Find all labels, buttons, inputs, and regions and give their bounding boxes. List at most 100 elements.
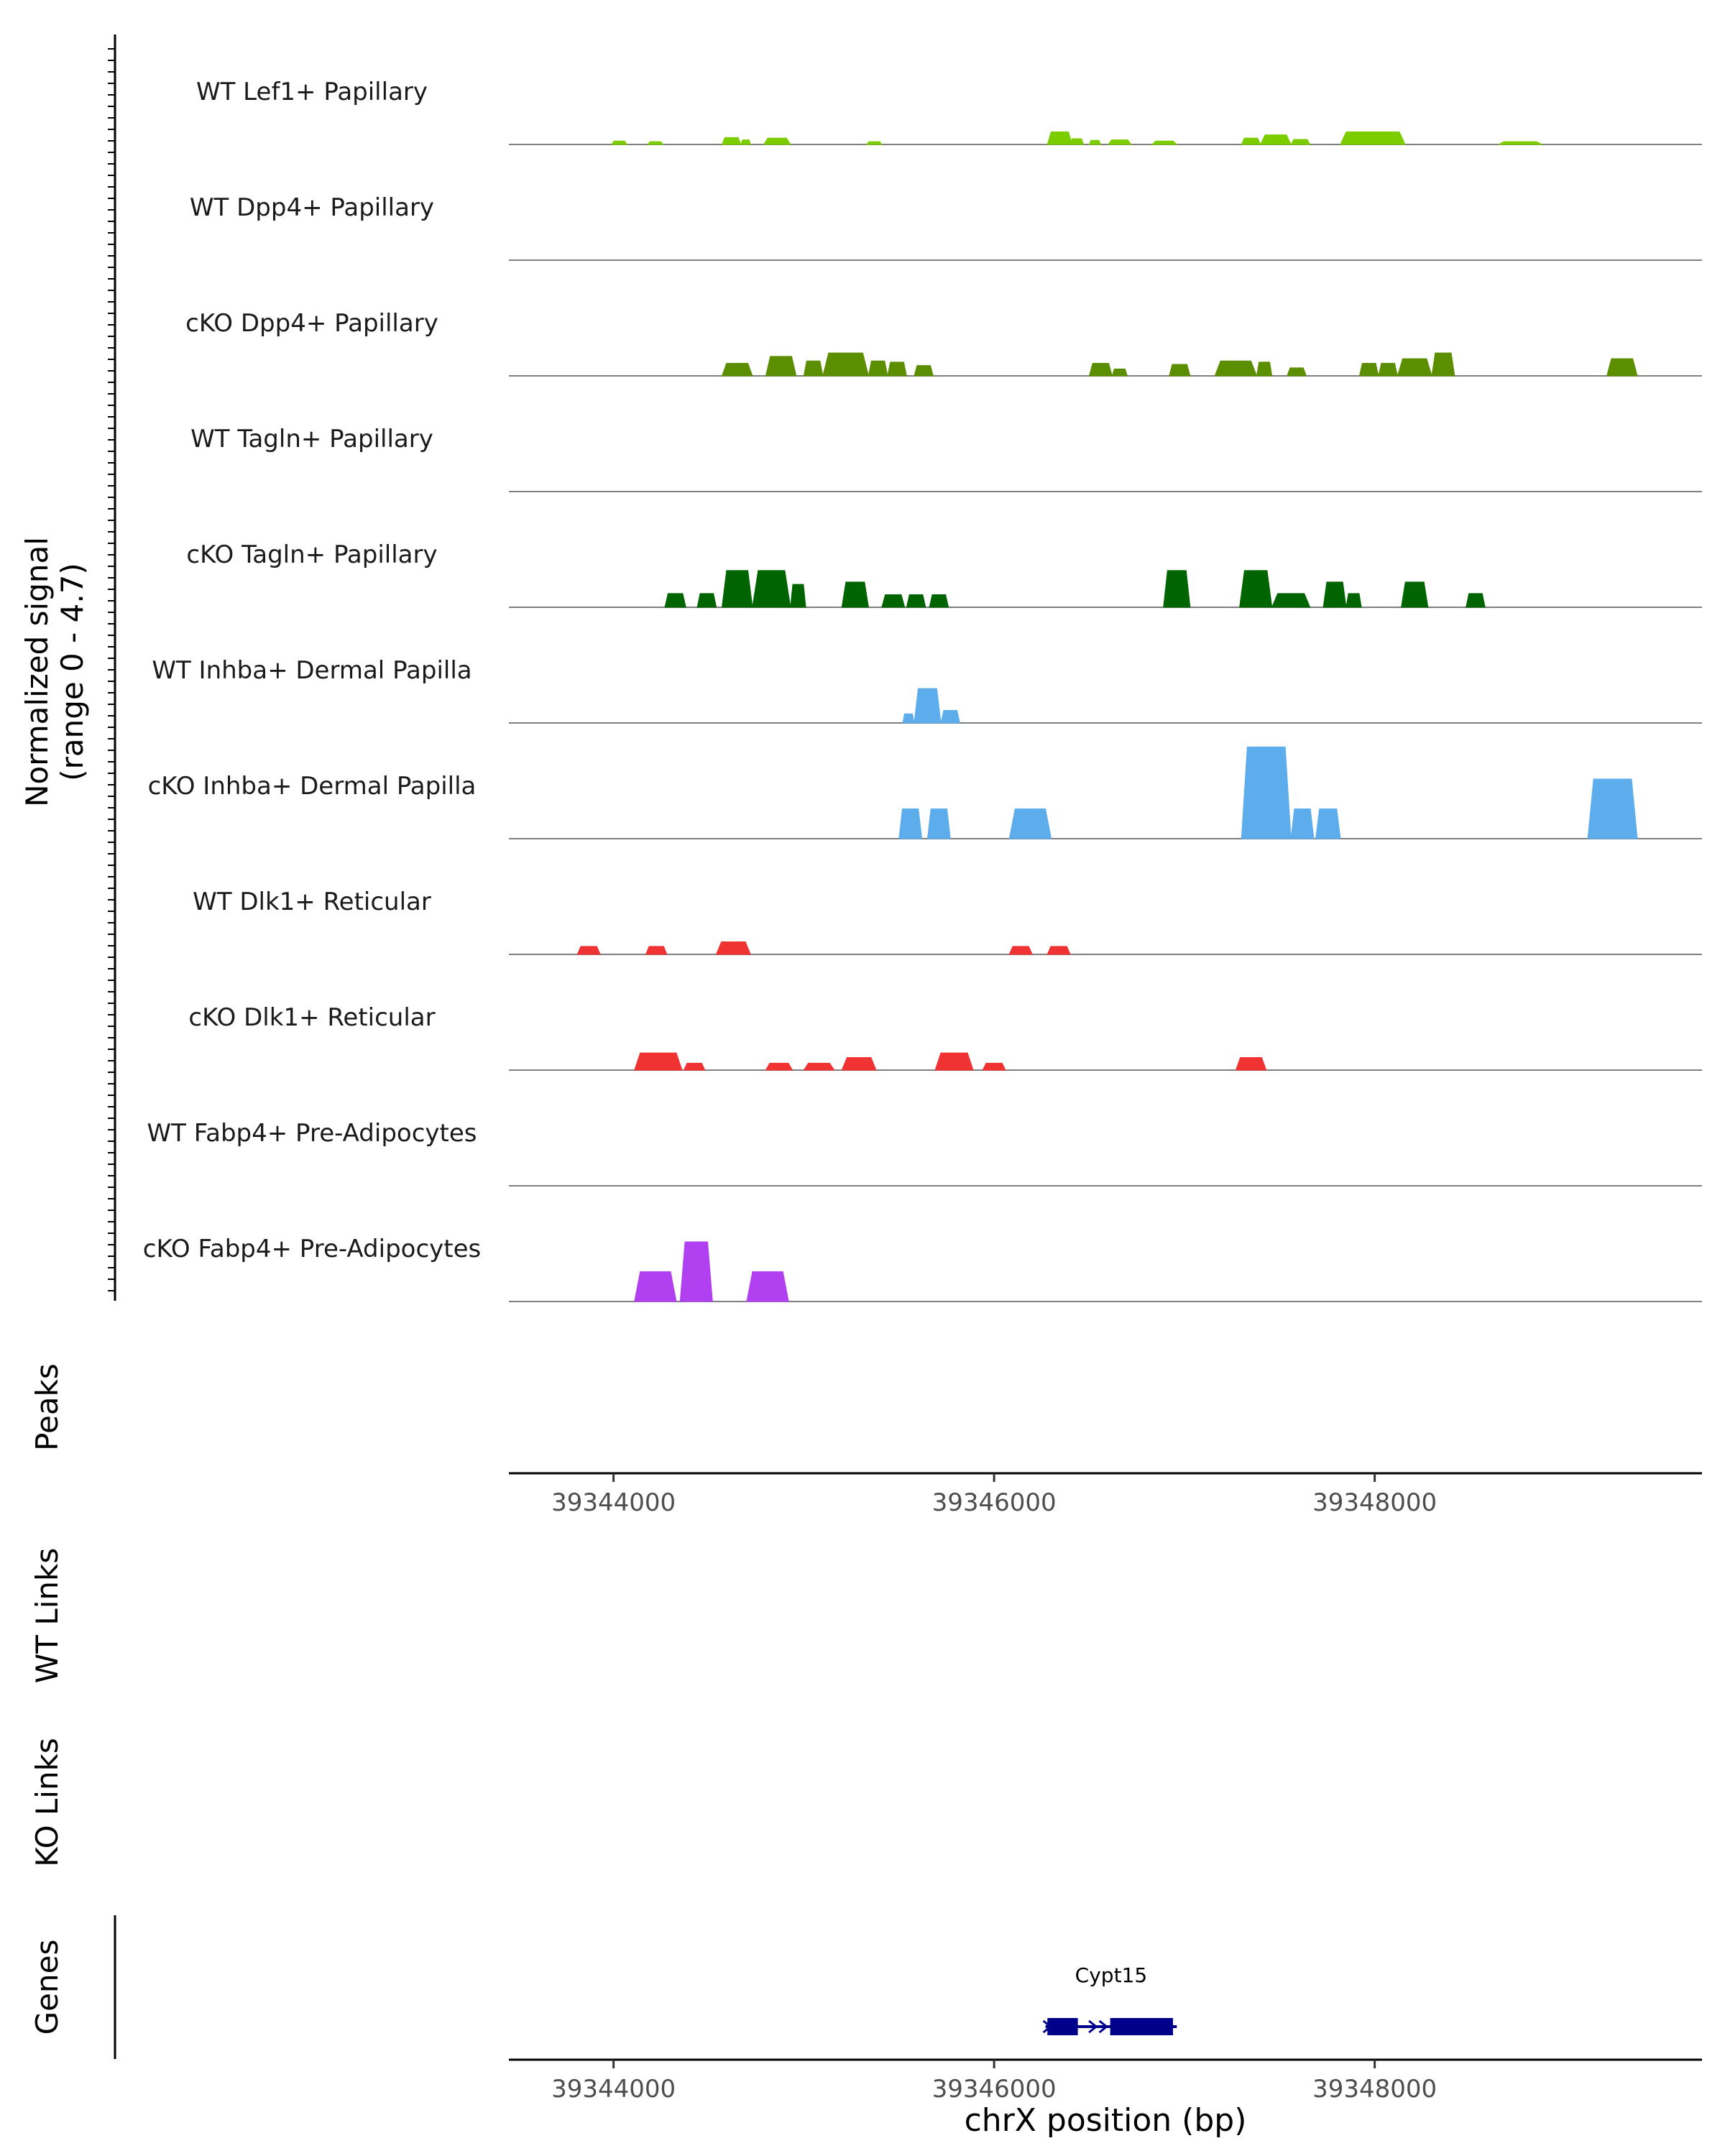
coverage-peak [721, 570, 753, 608]
coverage-peak [1239, 570, 1273, 608]
coverage-peak [1151, 140, 1178, 145]
track: WT Fabp4+ Pre-Adipocytes [147, 1119, 1702, 1187]
coverage-peak [1346, 593, 1362, 608]
coverage-peak [940, 709, 961, 724]
coverage-peak [841, 581, 869, 608]
coverage-peak [1431, 352, 1455, 377]
track-label: WT Fabp4+ Pre-Adipocytes [147, 1119, 477, 1148]
coverage-peak [1401, 581, 1429, 608]
coverage-peak [1169, 364, 1191, 377]
track: WT Dpp4+ Papillary [190, 193, 1702, 261]
coverage-peak [740, 139, 751, 145]
coverage-peak [898, 808, 923, 839]
coverage-peak [1088, 139, 1102, 145]
coverage-peak [902, 713, 915, 724]
coverage-peak [822, 352, 870, 377]
track-label: WT Lef1+ Papillary [196, 78, 428, 106]
coverage-peak [763, 137, 791, 145]
peaks-x-axis: 39344000 39346000 39348000 [551, 1473, 1437, 1517]
coverage-peak [1287, 367, 1307, 377]
x-tick-label: 39348000 [1312, 1488, 1437, 1517]
coverage-peak [645, 946, 668, 955]
x-tick-label: 39344000 [551, 2075, 676, 2104]
peaks-label: Peaks [29, 1363, 65, 1451]
gene-model: Cypt15 [1042, 1963, 1177, 2035]
coverage-peak [765, 1062, 794, 1071]
x-tick-label: 39346000 [932, 2075, 1057, 2104]
strand-arrow-icon [1088, 2019, 1098, 2034]
coverage-peak [1358, 362, 1379, 377]
coverage-peak [1322, 581, 1347, 608]
coverage-peak [803, 1062, 835, 1071]
coverage-peak [934, 1052, 974, 1071]
track-label: WT Inhba+ Dermal Papilla [152, 656, 472, 685]
coverage-peak [1290, 808, 1315, 839]
coverage-peak [1397, 358, 1432, 377]
track: cKO Tagln+ Papillary [186, 540, 1702, 608]
coverage-peak [906, 594, 926, 608]
coverage-peak [803, 360, 824, 377]
coverage-peak [914, 688, 942, 724]
coverage-peak [1235, 1056, 1267, 1071]
coverage-peak [683, 1062, 706, 1071]
coverage-peak [664, 593, 686, 608]
coverage-peak [1587, 778, 1638, 839]
coverage-peak [634, 1271, 677, 1302]
track: WT Tagln+ Papillary [190, 425, 1702, 492]
coverage-peak [1290, 139, 1311, 145]
y-axis-label-line2: (range 0 - 4.7) [55, 563, 90, 781]
coverage-peak [1271, 593, 1311, 608]
coverage-peak [1256, 361, 1273, 377]
genes-label: Genes [29, 1940, 65, 2035]
track-label: cKO Tagln+ Papillary [186, 540, 437, 569]
coverage-peak [576, 946, 601, 955]
coverage-peak [721, 362, 753, 377]
coverage-peak [1340, 131, 1406, 145]
coverage-peak [790, 584, 806, 608]
ko-links-label: KO Links [29, 1738, 65, 1867]
strand-arrow-icon [1098, 2019, 1109, 2034]
coverage-peak [1088, 362, 1113, 377]
coverage-peak [679, 1241, 713, 1302]
coverage-peak [1163, 570, 1191, 608]
coverage-peak [715, 941, 751, 955]
gene-exon [1047, 2018, 1078, 2035]
wt-links-label: WT Links [29, 1548, 65, 1683]
coverage-peak [1046, 946, 1071, 955]
coverage-peak [929, 594, 949, 608]
coverage-peak [841, 1056, 877, 1071]
coverage-peak [752, 570, 791, 608]
coverage-peak [1466, 593, 1486, 608]
coverage-peak [1214, 360, 1258, 377]
coverage-peak [881, 594, 906, 608]
coverage-peak [1046, 131, 1073, 145]
coverage-peak [1315, 808, 1341, 839]
coverage-peak [1070, 138, 1085, 145]
strand-arrow-icon [1042, 2019, 1053, 2034]
gene-name-label: Cypt15 [1075, 1963, 1148, 1987]
track-label: WT Tagln+ Papillary [190, 425, 433, 453]
x-tick-label: 39344000 [551, 1488, 676, 1517]
track: WT Dlk1+ Reticular [193, 888, 1702, 955]
coverage-peak [1107, 139, 1132, 145]
coverage-tracks: WT Lef1+ Papillary WT Dpp4+ Papillary cKO … [143, 78, 1702, 1302]
coverage-peak [887, 361, 907, 377]
coverage-peak [1241, 137, 1261, 145]
track: cKO Fabp4+ Pre-Adipocytes [143, 1235, 1702, 1302]
coverage-peak [696, 593, 717, 608]
track-label: cKO Fabp4+ Pre-Adipocytes [143, 1235, 482, 1263]
coverage-peak [1241, 746, 1292, 839]
coverage-peak [721, 137, 742, 145]
coverage-peak [865, 141, 883, 145]
track: WT Inhba+ Dermal Papilla [152, 656, 1702, 724]
genes-x-axis: 39344000 39346000 39348000 [551, 2060, 1437, 2104]
coverage-peak [868, 360, 888, 377]
track: cKO Dlk1+ Reticular [188, 1003, 1702, 1071]
coverage-peak [982, 1062, 1006, 1071]
coverage-peak [1259, 134, 1292, 145]
gene-exon [1110, 2018, 1173, 2035]
coverage-peak [926, 808, 951, 839]
coverage-peak [1008, 808, 1052, 839]
coverage-peak [611, 140, 628, 145]
